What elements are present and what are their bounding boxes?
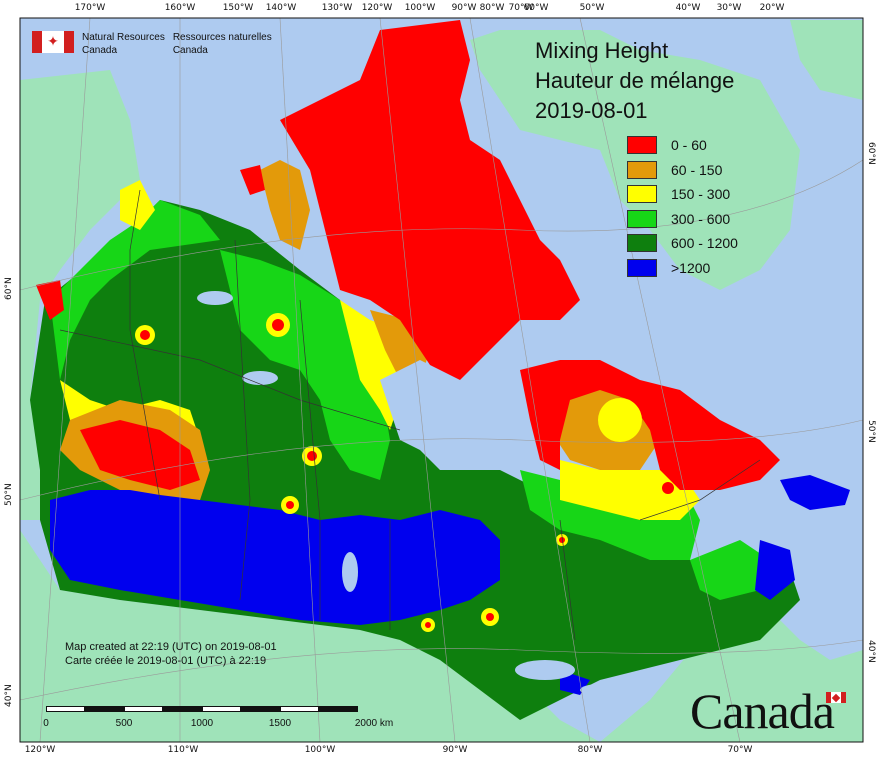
legend-label: 0 - 60: [671, 137, 707, 154]
scale-bar-segment: [319, 706, 358, 712]
bottom-longitude-label: 80°W: [577, 745, 603, 755]
agency-name-en-line2: Canada: [82, 45, 118, 56]
canada-wordmark: Canada: [690, 683, 835, 739]
map-title-fr: Hauteur de mélange: [535, 68, 735, 93]
legend-swatch: [627, 136, 657, 155]
right-latitude-label: 40°N: [866, 640, 876, 663]
legend: 0 - 60 60 - 150 150 - 300 300 - 600 600 - 12…: [627, 133, 738, 280]
bottom-longitude-label: 70°W: [727, 745, 753, 755]
graticule: [19, 17, 864, 743]
bottom-graticule-labels: 120°W 110°W 100°W 90°W 80°W 70°W: [0, 742, 880, 760]
bottom-longitude-label: 90°W: [442, 745, 468, 755]
legend-swatch: [627, 234, 657, 253]
legend-item: 600 - 1200: [627, 231, 738, 256]
top-longitude-label: 40°W: [675, 3, 701, 13]
top-longitude-label: 60°W: [523, 3, 549, 13]
agency-name-fr-line1: Ressources naturelles: [172, 32, 272, 43]
map-border: [19, 17, 864, 743]
left-latitude-label: 60°N: [4, 277, 14, 300]
top-longitude-label: 50°W: [579, 3, 605, 13]
left-latitude-label: 50°N: [4, 483, 14, 506]
top-longitude-label: 100°W: [404, 3, 436, 13]
agency-name-en: Natural Resources Canada: [82, 31, 165, 57]
map-credit: Map created at 22:19 (UTC) on 2019-08-01…: [65, 640, 277, 668]
scale-bar-label: 2000 km: [354, 718, 394, 729]
top-longitude-label: 20°W: [759, 3, 785, 13]
legend-swatch: [627, 209, 657, 228]
legend-label: >1200: [671, 259, 711, 276]
top-longitude-label: 130°W: [321, 3, 353, 13]
bottom-longitude-label: 110°W: [167, 745, 199, 755]
top-longitude-label: 70°W: [508, 3, 534, 13]
foreign-land: [20, 20, 863, 742]
agency-name-fr: Ressources naturelles Canada: [173, 31, 272, 57]
scale-bar: 0 500 1000 1500 2000 km: [43, 706, 393, 736]
map-title-en: Mixing Height: [535, 38, 669, 63]
legend-label: 600 - 1200: [671, 235, 738, 252]
scale-bar-segment: [202, 706, 241, 712]
scale-bar-segment: [124, 706, 163, 712]
legend-label: 60 - 150: [671, 161, 723, 178]
legend-item: 0 - 60: [627, 133, 738, 158]
top-graticule-labels: 170°W 160°W 150°W 140°W 130°W 120°W 100°W 90°W 8…: [0, 0, 880, 18]
scale-bar-segment: [241, 706, 280, 712]
legend-item: >1200: [627, 256, 738, 281]
provincial-boundaries: [59, 189, 761, 641]
scale-bar-segment: [85, 706, 124, 712]
right-latitude-label: 60°N: [866, 142, 876, 165]
top-longitude-label: 170°W: [74, 3, 106, 13]
bottom-longitude-label: 120°W: [24, 745, 56, 755]
scale-bar-label: 1000: [190, 718, 214, 729]
top-longitude-label: 80°W: [479, 3, 505, 13]
scale-bar-label: 0: [43, 718, 49, 729]
scale-bar-segment: [163, 706, 202, 712]
map-title-block: Mixing Height Hauteur de mélange 2019-08…: [535, 36, 734, 126]
top-longitude-label: 150°W: [222, 3, 254, 13]
lakes: [197, 291, 620, 696]
right-latitude-label: 50°N: [866, 420, 876, 443]
legend-label: 300 - 600: [671, 210, 731, 227]
scale-bar-label: 1500: [268, 718, 292, 729]
top-longitude-label: 90°W: [451, 3, 477, 13]
top-longitude-label: 120°W: [361, 3, 393, 13]
legend-swatch: [627, 258, 657, 277]
scale-bar-segment: [280, 706, 319, 712]
scale-bar-segment: [46, 706, 85, 712]
canada-flag-icon: ✦: [32, 31, 74, 53]
top-longitude-label: 140°W: [265, 3, 297, 13]
agency-name-en-line1: Natural Resources: [82, 32, 165, 43]
legend-swatch: [627, 185, 657, 204]
legend-item: 150 - 300: [627, 182, 738, 207]
agency-name-fr-line2: Canada: [172, 45, 208, 56]
top-longitude-label: 30°W: [716, 3, 742, 13]
top-longitude-label: 160°W: [164, 3, 196, 13]
wordmark-flag-icon: [826, 692, 846, 703]
map-date: 2019-08-01: [535, 98, 648, 123]
mixing-height-zones: [30, 20, 850, 720]
bottom-longitude-label: 100°W: [304, 745, 336, 755]
legend-item: 60 - 150: [627, 158, 738, 183]
legend-swatch: [627, 160, 657, 179]
legend-label: 150 - 300: [671, 186, 731, 203]
legend-item: 300 - 600: [627, 207, 738, 232]
scale-bar-label: 500: [115, 718, 133, 729]
credit-en: Map created at 22:19 (UTC) on 2019-08-01: [65, 641, 277, 653]
agency-identifier: ✦ Natural Resources Canada Ressources na…: [32, 31, 272, 57]
left-latitude-label: 40°N: [4, 684, 14, 707]
credit-fr: Carte créée le 2019-08-01 (UTC) à 22:19: [65, 655, 267, 667]
